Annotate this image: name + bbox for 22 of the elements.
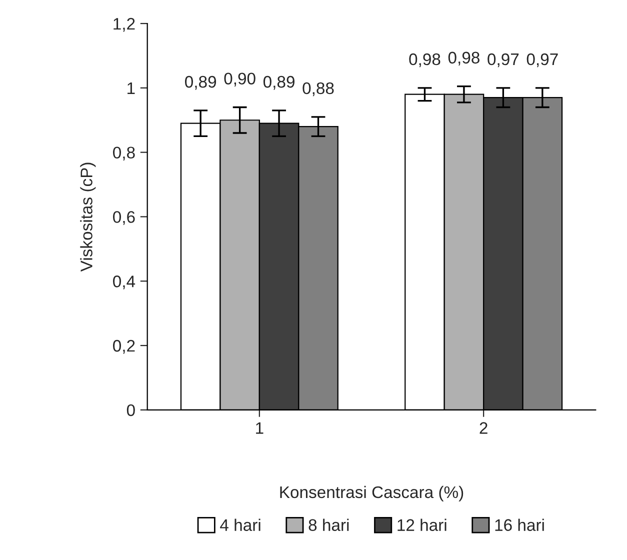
data-label: 0,88	[302, 82, 334, 96]
data-label: 0,97	[526, 53, 558, 68]
data-label: 0,98	[448, 52, 480, 66]
legend-label: 12 hari	[398, 518, 446, 531]
y-tick-label: 0,4	[113, 276, 136, 290]
x-axis-title: Konsentrasi Cascara (%)	[280, 486, 464, 502]
y-tick-label: 0,2	[113, 340, 135, 354]
data-label: 0,89	[263, 76, 294, 90]
y-tick-label: 1	[128, 82, 135, 94]
y-axis-title: Viskositas (cP)	[80, 162, 96, 272]
data-label: 0,90	[224, 72, 256, 86]
legend-label: 16 hari	[495, 518, 544, 531]
legend-label: 4 hari	[220, 518, 260, 531]
data-label: 0,89	[185, 76, 216, 90]
data-label: 0,98	[409, 53, 440, 68]
legend-label: 8 hari	[308, 518, 349, 531]
y-tick-label: 0	[126, 404, 135, 416]
y-tick-label: 0,8	[113, 146, 135, 160]
y-tick-label: 1,2	[114, 18, 135, 32]
y-tick-label: 0,6	[113, 211, 135, 225]
data-label: 0,97	[488, 53, 519, 68]
x-tick-label: 2	[480, 422, 488, 434]
